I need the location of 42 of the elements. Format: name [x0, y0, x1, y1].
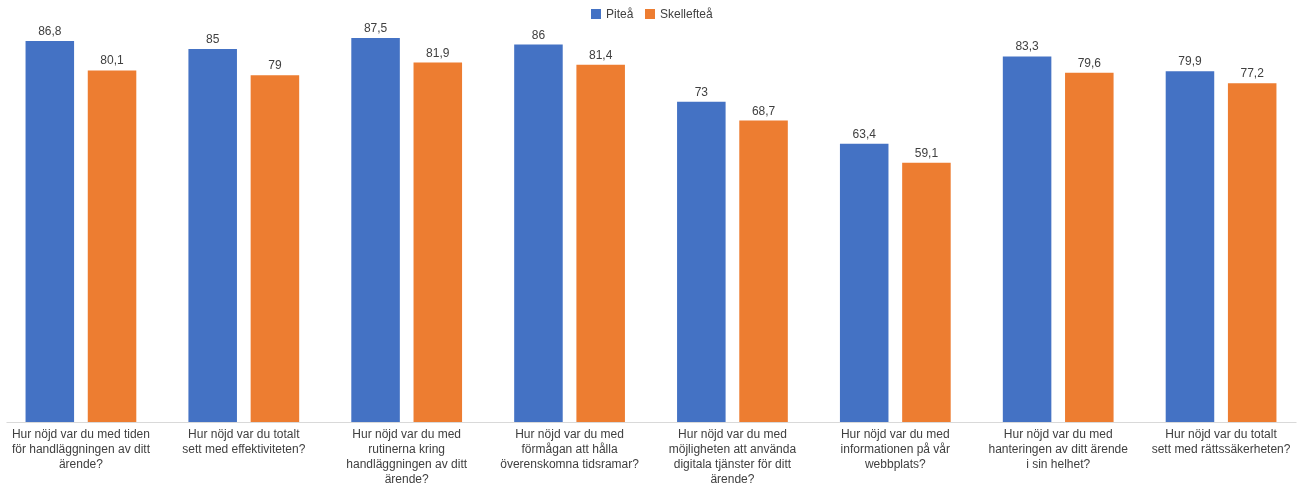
data-label: 80,1 [100, 53, 125, 68]
data-label: 77,2 [1240, 66, 1265, 81]
data-label: 83,3 [1015, 39, 1040, 54]
bar [1065, 72, 1114, 422]
bar [351, 38, 400, 422]
x-tick-label: Hur nöjd var du totalt sett med rättssäkerheten? [1151, 426, 1291, 456]
x-tick-label: Hur nöjd var du med rutinerna kring handläggningen av ditt ärende? [346, 426, 468, 486]
data-label: 86 [531, 27, 546, 42]
data-label: 73 [694, 84, 709, 99]
bar [250, 75, 300, 422]
bar [514, 44, 563, 422]
data-label: 63,4 [852, 126, 877, 141]
x-tick-label: Hur nöjd var du med informationen på vår webbplats? [840, 426, 951, 471]
bar [739, 120, 788, 422]
data-label: 81,9 [426, 45, 450, 60]
bar [576, 64, 625, 422]
data-label: 86,8 [38, 24, 62, 39]
bar [188, 48, 237, 422]
bar [677, 101, 726, 422]
bar [87, 70, 137, 422]
bar [413, 62, 463, 422]
bar [902, 162, 951, 422]
x-tick-label: Hur nöjd var du med hanteringen av ditt ärende i sin helhet? [988, 426, 1129, 471]
data-label: 79 [268, 58, 282, 73]
x-tick-label: Hur nöjd var du med förmågan att hålla överenskomna tidsramar? [500, 426, 640, 471]
data-label: 79,6 [1077, 55, 1102, 70]
bar [839, 143, 889, 422]
bar [1227, 83, 1277, 422]
bar [1002, 56, 1052, 422]
data-label: 87,5 [363, 21, 388, 35]
x-tick-label: Hur nöjd var du med tiden för handläggningen av ditt ärende? [11, 426, 151, 471]
data-label: 59,1 [914, 145, 939, 160]
x-tick-label: Hur nöjd var du med möjligheten att använda digitala tjänster för ditt ärende? [668, 426, 797, 486]
bar [25, 41, 75, 422]
legend-label: Piteå [606, 7, 634, 21]
bar [1165, 71, 1215, 422]
x-tick-label: Hur nöjd var du totalt sett med effektiviteten? [182, 426, 306, 456]
data-label: 68,7 [751, 103, 776, 118]
legend-label: Skellefteå [660, 7, 714, 21]
data-label: 85 [206, 31, 220, 46]
data-label: 81,4 [588, 47, 613, 62]
data-label: 79,9 [1178, 54, 1202, 69]
